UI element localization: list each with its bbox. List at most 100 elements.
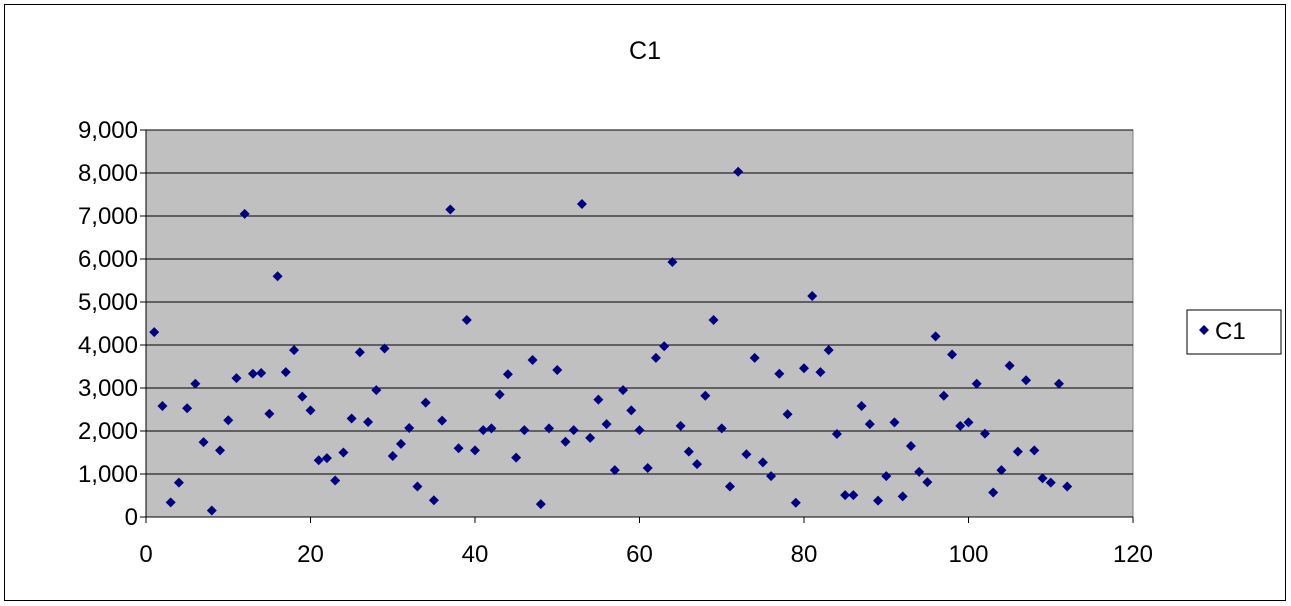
data-point <box>511 452 522 463</box>
data-point <box>650 352 661 363</box>
data-point <box>815 367 826 378</box>
data-point <box>395 438 406 449</box>
data-point <box>749 352 760 363</box>
data-point <box>239 208 250 219</box>
data-point <box>552 364 563 375</box>
data-point <box>971 378 982 389</box>
legend: C1 <box>1186 309 1282 355</box>
data-point <box>708 315 719 326</box>
data-point <box>963 417 974 428</box>
plot-background <box>145 129 1134 518</box>
data-point <box>346 413 357 424</box>
data-point <box>165 497 176 508</box>
data-point <box>544 423 555 434</box>
data-point <box>502 369 513 380</box>
data-point <box>173 477 184 488</box>
data-point <box>1012 446 1023 457</box>
data-point <box>922 477 933 488</box>
data-point <box>675 420 686 431</box>
data-point <box>881 471 892 482</box>
chart-area: C1 0 1,000 2,000 3,000 4,000 5,000 6,000 7,000 8… <box>4 4 1286 601</box>
data-point <box>445 204 456 215</box>
y-tick-label: 4,000 <box>78 332 138 359</box>
x-tick-label: 0 <box>139 541 152 568</box>
data-point <box>733 166 744 177</box>
data-point <box>289 345 300 356</box>
data-point <box>683 446 694 457</box>
data-point <box>1053 378 1064 389</box>
data-point <box>700 390 711 401</box>
data-point <box>223 415 234 426</box>
data-point <box>807 290 818 301</box>
data-point <box>979 428 990 439</box>
data-point <box>379 343 390 354</box>
data-point <box>634 425 645 436</box>
data-point <box>527 355 538 366</box>
data-point <box>486 423 497 434</box>
data-point <box>321 453 332 464</box>
data-point <box>313 455 324 466</box>
data-point <box>1045 477 1056 488</box>
data-point <box>955 420 966 431</box>
data-point <box>453 443 464 454</box>
data-point <box>363 416 374 427</box>
data-point <box>692 459 703 470</box>
data-point <box>338 447 349 458</box>
data-point <box>1029 445 1040 456</box>
data-point <box>305 405 316 416</box>
y-tick-label: 8,000 <box>78 160 138 187</box>
legend-marker-diamond-icon <box>1199 325 1209 335</box>
x-tick-label: 120 <box>1113 541 1153 568</box>
data-point <box>371 385 382 396</box>
data-point <box>947 349 958 360</box>
data-point <box>215 445 226 456</box>
data-point <box>190 378 201 389</box>
y-tick-label: 6,000 <box>78 246 138 273</box>
data-point <box>593 394 604 405</box>
data-point <box>198 437 209 448</box>
data-point <box>873 495 884 506</box>
data-point <box>412 481 423 492</box>
data-point <box>354 347 365 358</box>
data-point <box>905 441 916 452</box>
data-point <box>535 499 546 510</box>
data-point <box>782 409 793 420</box>
data-point <box>297 391 308 402</box>
data-point <box>428 495 439 506</box>
data-point <box>461 315 472 326</box>
data-point <box>988 487 999 498</box>
data-point <box>1062 481 1073 492</box>
data-point <box>856 401 867 412</box>
data-point <box>930 331 941 342</box>
chart-title: C1 <box>629 37 661 65</box>
data-point <box>494 389 505 400</box>
data-point <box>864 419 875 430</box>
y-tick-label: 5,000 <box>78 289 138 316</box>
data-point <box>330 475 341 486</box>
data-point <box>247 368 258 379</box>
data-point <box>618 385 629 396</box>
data-point <box>897 491 908 502</box>
data-point <box>642 462 653 473</box>
data-point <box>799 363 809 374</box>
data-point <box>404 422 415 433</box>
data-point <box>420 397 431 408</box>
data-point <box>560 436 571 447</box>
y-tick-label: 0 <box>125 504 138 531</box>
data-point <box>519 425 530 436</box>
data-point <box>889 417 900 428</box>
data-point <box>716 423 727 434</box>
scatter-chart: C1 0 1,000 2,000 3,000 4,000 5,000 6,000 7,000 8… <box>78 37 1282 568</box>
data-point <box>741 449 752 460</box>
data-point <box>724 481 735 492</box>
data-point <box>231 373 242 384</box>
data-point <box>576 198 587 209</box>
data-point <box>1021 375 1032 386</box>
data-point <box>766 471 777 482</box>
plot-area: 0 1,000 2,000 3,000 4,000 5,000 6,000 7,000 8,00… <box>78 117 1153 568</box>
data-point <box>938 390 949 401</box>
data-point <box>157 401 168 412</box>
y-tick-label: 9,000 <box>78 117 138 144</box>
data-point <box>585 432 596 443</box>
data-point <box>437 415 448 426</box>
